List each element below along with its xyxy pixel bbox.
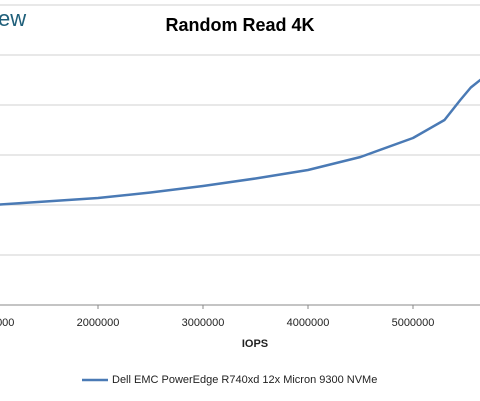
x-tick-label: 1000000 [0, 317, 14, 329]
x-axis-label: IOPS [242, 338, 268, 350]
watermark: ew [0, 6, 26, 31]
x-tick-label: 5000000 [392, 317, 435, 329]
x-tick-label: 4000000 [287, 317, 330, 329]
chart-title: Random Read 4K [165, 15, 314, 35]
data-line [0, 78, 480, 206]
x-tick-label: 2000000 [77, 317, 120, 329]
legend-label: Dell EMC PowerEdge R740xd 12x Micron 930… [112, 374, 377, 386]
x-tick-label: 3000000 [182, 317, 225, 329]
